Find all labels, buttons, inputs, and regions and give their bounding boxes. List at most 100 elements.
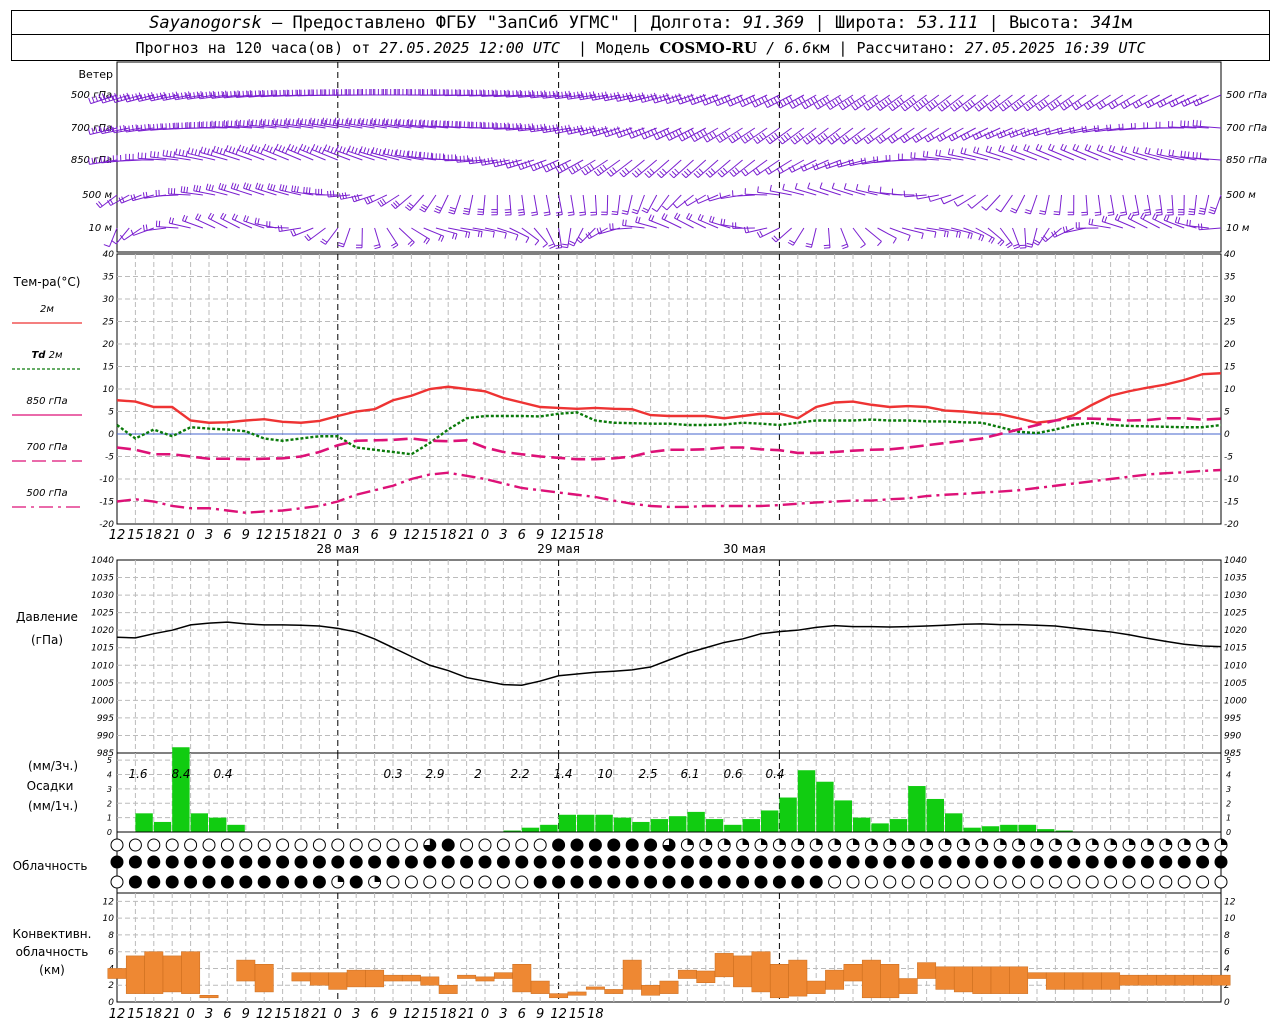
wind-barb-feather xyxy=(373,119,376,127)
wind-barb-feather xyxy=(1183,99,1188,106)
wind-barb-shaft xyxy=(990,94,1013,112)
wind-barb xyxy=(903,190,927,198)
wind-barb-feather xyxy=(924,136,929,143)
wind-barb xyxy=(639,92,670,103)
wind-barb-shaft xyxy=(642,94,670,103)
wind-barb xyxy=(555,227,563,249)
cloud-symbol xyxy=(1012,875,1026,889)
wind-barb-feather xyxy=(981,206,987,211)
wind-barb-feather xyxy=(1075,145,1080,152)
wind-barb-feather xyxy=(999,241,1005,247)
wind-barb-feather xyxy=(358,117,361,124)
cloud-symbol-circle xyxy=(1048,855,1062,869)
wind-barb-feather xyxy=(622,219,624,226)
wind-barb-shaft xyxy=(1088,223,1111,229)
wind-barb-feather xyxy=(803,164,808,170)
wind-barb-shaft xyxy=(856,189,878,196)
wind-barb xyxy=(1107,194,1115,216)
wind-barb-feather xyxy=(743,226,747,233)
wind-barb xyxy=(231,213,253,229)
wind-barb-feather xyxy=(1148,148,1151,155)
wind-barb-feather xyxy=(419,119,422,126)
wind-barb-feather xyxy=(832,100,837,107)
wind-barb-feather xyxy=(348,119,351,126)
cloud-symbol xyxy=(312,875,326,889)
wind-barb-feather xyxy=(330,146,334,153)
wind-barb xyxy=(1025,227,1038,248)
wind-barb-feather xyxy=(575,238,582,244)
cloud-symbol-circle xyxy=(1067,855,1081,869)
wind-barb-feather xyxy=(942,132,947,139)
convective-bar xyxy=(401,974,421,982)
wind-barb-feather xyxy=(554,127,557,134)
wind-barb-shaft xyxy=(1023,149,1050,161)
precip-bar xyxy=(1018,824,1036,832)
cloud-symbol xyxy=(1122,855,1136,869)
wind-barb-shaft xyxy=(838,159,866,168)
wind-barb-feather xyxy=(517,91,519,98)
cloud-symbol xyxy=(128,838,142,852)
convective-bar xyxy=(567,991,587,996)
wind-barb-feather xyxy=(998,145,1002,151)
wind-barb-feather xyxy=(118,197,122,204)
wind-barb-shaft xyxy=(879,94,903,111)
wind-barb xyxy=(1152,213,1173,229)
wind-barb-shaft xyxy=(1156,153,1185,161)
wind-barb xyxy=(1051,227,1075,238)
cloud-symbol xyxy=(607,855,621,869)
wind-barb-feather xyxy=(665,134,670,141)
wind-barb xyxy=(125,153,154,161)
wind-barb-feather xyxy=(308,119,311,126)
wind-barb-feather xyxy=(1097,125,1100,132)
wind-barb-shaft xyxy=(904,194,927,198)
wind-barb-feather xyxy=(804,101,809,108)
wind-barb-feather xyxy=(257,218,260,225)
wind-barb xyxy=(757,186,780,196)
wind-barb-feather xyxy=(1010,144,1014,151)
convective-bar xyxy=(898,978,918,994)
cloud-symbol-quarter xyxy=(926,839,933,845)
convective-bar xyxy=(622,959,642,990)
wind-barb-feather xyxy=(1163,214,1167,221)
hour-label-top: 18 xyxy=(146,528,163,543)
wind-barb-shaft xyxy=(1108,150,1136,161)
wind-barb xyxy=(652,92,682,104)
precip-bar xyxy=(209,817,227,832)
cloud-symbol xyxy=(239,855,253,869)
wind-barb-feather xyxy=(1166,215,1170,222)
cloud-symbol xyxy=(110,838,124,852)
wind-barb-feather xyxy=(1016,101,1022,108)
cloud-symbol xyxy=(404,875,418,889)
wind-barb-feather xyxy=(311,144,316,150)
wind-barb-shaft xyxy=(383,123,412,129)
wind-barb-feather xyxy=(128,125,131,132)
hour-label-bottom: 3 xyxy=(352,1007,360,1022)
wind-barb xyxy=(910,152,939,161)
hour-label-bottom: 15 xyxy=(422,1007,439,1022)
wind-barb xyxy=(1069,126,1099,134)
cloud-symbol xyxy=(809,838,823,852)
wind-barb-feather xyxy=(1098,102,1104,108)
cloud-symbol-circle xyxy=(110,875,124,889)
cloud-symbol-circle xyxy=(1030,875,1044,889)
wind-barb-feather xyxy=(599,166,605,172)
wind-barb-shaft xyxy=(1010,127,1038,138)
wind-barb xyxy=(839,127,866,145)
cloud-symbol xyxy=(441,855,455,869)
wind-barb xyxy=(622,219,645,229)
wind-barb xyxy=(590,125,621,137)
wind-barb-feather xyxy=(91,127,94,134)
wind-barb-shaft xyxy=(754,94,780,108)
wind-barb-feather xyxy=(436,205,442,209)
wind-barb xyxy=(1192,152,1222,161)
wind-barb xyxy=(615,126,645,139)
wind-barb-shaft xyxy=(521,227,540,241)
cloud-symbol-circle xyxy=(276,875,290,889)
wind-barb-shaft xyxy=(998,127,1025,139)
wind-barb-shaft xyxy=(929,94,952,112)
wind-barb-feather xyxy=(592,91,595,98)
wind-barb-feather xyxy=(549,245,556,250)
cloud-symbol xyxy=(644,855,658,869)
wind-barb xyxy=(566,125,596,135)
wind-barb xyxy=(1044,127,1074,136)
